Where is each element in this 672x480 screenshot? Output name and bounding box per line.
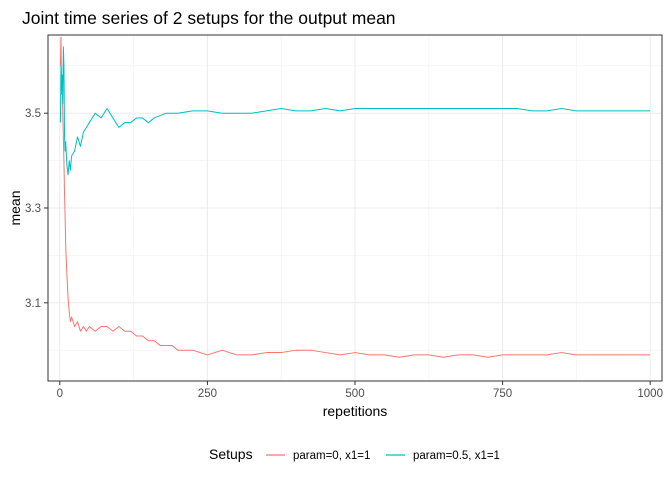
x-tick-label: 250 <box>198 388 217 400</box>
x-tick-label: 1000 <box>637 388 663 400</box>
y-axis-title: mean <box>7 190 23 225</box>
x-axis-title: repetitions <box>323 403 388 419</box>
series-line-1 <box>59 36 651 358</box>
y-axis-ticks: 3.1 3.3 3.5 <box>25 108 48 310</box>
x-tick-label: 750 <box>493 388 512 400</box>
y-tick-label: 3.5 <box>25 108 41 120</box>
legend-label-series-2: param=0.5, x1=1 <box>413 450 500 462</box>
x-axis-ticks: 0 250 500 750 1000 <box>57 381 663 400</box>
series-line-2 <box>59 46 651 176</box>
legend-label-series-1: param=0, x1=1 <box>293 450 370 462</box>
y-tick-label: 3.3 <box>25 203 41 215</box>
y-tick-label: 3.1 <box>25 298 41 310</box>
legend: Setups param=0, x1=1 param=0.5, x1=1 <box>209 446 500 462</box>
major-gridlines <box>48 35 662 381</box>
x-tick-label: 500 <box>345 388 364 400</box>
chart-title: Joint time series of 2 setups for the ou… <box>22 8 396 28</box>
x-tick-label: 0 <box>57 388 63 400</box>
series-lines <box>59 36 651 358</box>
legend-title: Setups <box>209 446 253 462</box>
